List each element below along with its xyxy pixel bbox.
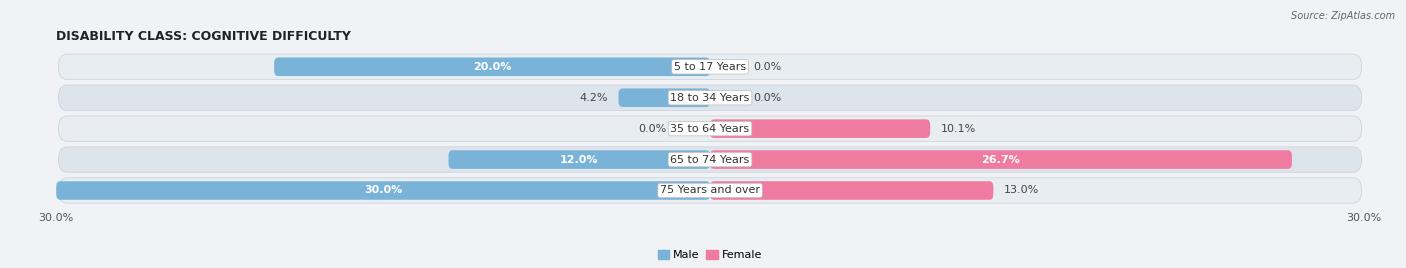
FancyBboxPatch shape — [274, 58, 710, 76]
FancyBboxPatch shape — [59, 85, 1361, 110]
Text: 0.0%: 0.0% — [754, 62, 782, 72]
Text: 4.2%: 4.2% — [579, 93, 607, 103]
FancyBboxPatch shape — [59, 54, 1361, 80]
Text: DISABILITY CLASS: COGNITIVE DIFFICULTY: DISABILITY CLASS: COGNITIVE DIFFICULTY — [56, 30, 352, 43]
FancyBboxPatch shape — [710, 150, 1292, 169]
Text: 12.0%: 12.0% — [560, 155, 599, 165]
Text: 30.0%: 30.0% — [364, 185, 402, 195]
Text: 75 Years and over: 75 Years and over — [659, 185, 761, 195]
FancyBboxPatch shape — [59, 178, 1361, 203]
FancyBboxPatch shape — [710, 181, 993, 200]
FancyBboxPatch shape — [56, 181, 710, 200]
Text: 35 to 64 Years: 35 to 64 Years — [671, 124, 749, 134]
FancyBboxPatch shape — [449, 150, 710, 169]
FancyBboxPatch shape — [59, 116, 1361, 141]
Text: Source: ZipAtlas.com: Source: ZipAtlas.com — [1291, 11, 1395, 21]
Text: 65 to 74 Years: 65 to 74 Years — [671, 155, 749, 165]
Text: 0.0%: 0.0% — [638, 124, 666, 134]
Text: 10.1%: 10.1% — [941, 124, 976, 134]
FancyBboxPatch shape — [710, 119, 931, 138]
Legend: Male, Female: Male, Female — [654, 245, 766, 265]
Text: 13.0%: 13.0% — [1004, 185, 1039, 195]
Text: 26.7%: 26.7% — [981, 155, 1021, 165]
Text: 5 to 17 Years: 5 to 17 Years — [673, 62, 747, 72]
FancyBboxPatch shape — [619, 88, 710, 107]
Text: 18 to 34 Years: 18 to 34 Years — [671, 93, 749, 103]
FancyBboxPatch shape — [59, 147, 1361, 172]
Text: 0.0%: 0.0% — [754, 93, 782, 103]
Text: 20.0%: 20.0% — [472, 62, 512, 72]
